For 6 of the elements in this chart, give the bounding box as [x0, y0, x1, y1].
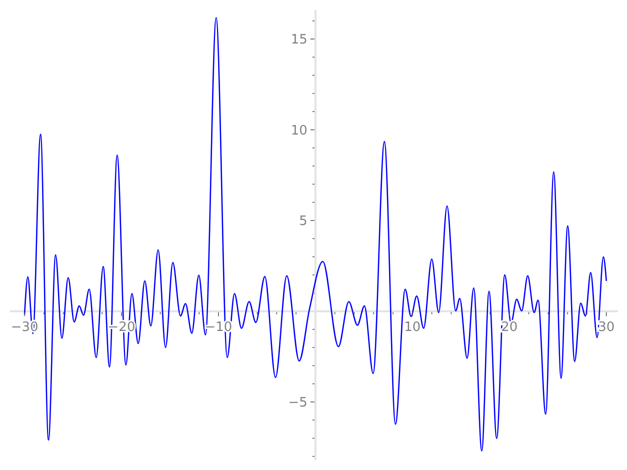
y-tick-label: −5: [288, 395, 308, 410]
y-tick-label: 5: [299, 214, 308, 230]
y-tick-label: 15: [290, 32, 308, 48]
y-tick-label: 10: [290, 123, 308, 138]
x-tick-label: 30: [598, 320, 615, 336]
x-tick-label: 10: [404, 320, 421, 336]
